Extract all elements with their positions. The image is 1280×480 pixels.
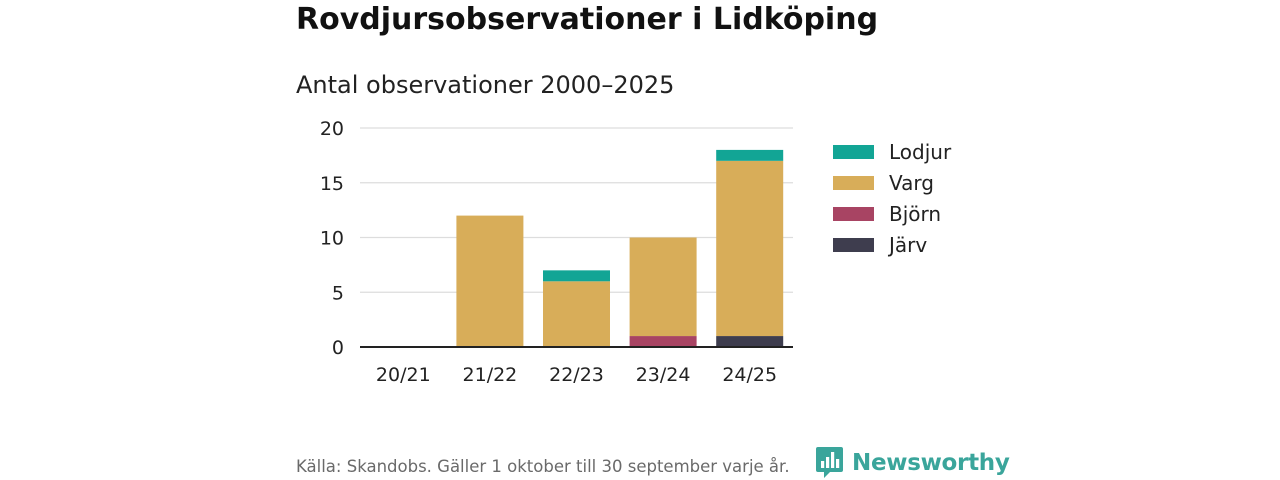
bar-björn-23-24 [629,336,697,347]
x-tick-label: 20/21 [376,364,431,386]
source-note: Källa: Skandobs. Gäller 1 oktober till 3… [296,457,790,476]
legend-label-järv: Järv [887,233,927,257]
bars [456,149,784,347]
y-tick-label: 15 [320,173,344,195]
bar-varg-24-25 [716,160,784,337]
bar-järv-24-25 [716,336,784,347]
legend: Lodjur Varg Björn Järv [833,140,952,257]
bar-varg-21-22 [456,215,524,347]
bar-lodjur-22-23 [543,270,610,282]
legend-swatch-varg [833,176,874,190]
bar-lodjur-24-25 [716,149,784,161]
chart-subtitle: Antal observationer 2000–2025 [296,71,675,99]
y-tick-label: 10 [320,228,344,250]
bar-varg-22-23 [543,281,610,347]
x-tick-label: 24/25 [722,364,777,386]
y-axis-ticks: 0 5 10 15 20 [320,118,344,359]
x-tick-label: 22/23 [549,364,604,386]
legend-swatch-lodjur [833,145,874,159]
legend-swatch-järv [833,238,874,252]
legend-swatch-björn [833,207,874,221]
chart-title: Rovdjursobservationer i Lidköping [296,2,879,37]
y-tick-label: 20 [320,118,344,140]
legend-label-varg: Varg [889,171,934,195]
x-axis-ticks: 20/21 21/22 22/23 23/24 24/25 [376,364,777,386]
brand-name: Newsworthy [852,449,1010,476]
newsworthy-logo[interactable]: Newsworthy [815,446,1010,479]
legend-label-björn: Björn [889,202,941,226]
x-tick-label: 23/24 [636,364,691,386]
bar-varg-23-24 [629,237,697,337]
newsworthy-chart-icon [816,447,843,478]
x-tick-label: 21/22 [463,364,518,386]
y-tick-label: 0 [332,337,344,359]
stacked-bar-chart: 0 5 10 15 20 20/21 21/22 22/23 23/24 24/25 Lodju… [320,118,952,386]
y-tick-label: 5 [332,282,344,304]
legend-label-lodjur: Lodjur [889,140,952,164]
